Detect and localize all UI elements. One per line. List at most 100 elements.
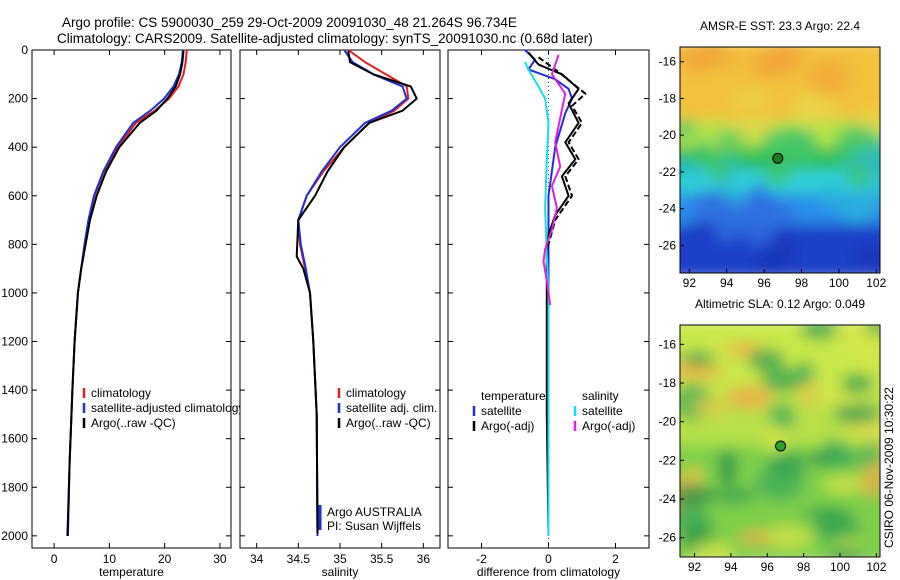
sla-ytick-label: -22: [659, 453, 677, 467]
salinity-axes-frame: [239, 49, 441, 549]
sla-texture-blob: [860, 465, 880, 497]
salinity-legend-label: satellite adj. clim.: [346, 401, 437, 415]
sst-xtick-label: 96: [757, 276, 771, 290]
sst-map-title: AMSR-E SST: 23.3 Argo: 22.4: [700, 19, 860, 33]
sst-texture-blob: [818, 182, 846, 207]
sst-texture-blob: [769, 47, 796, 70]
temperature-xtick-label: 0: [51, 552, 58, 566]
difference-xtick-label: -2: [476, 552, 487, 566]
sst-ytick-label: -26: [659, 238, 677, 252]
sst-texture-blob: [681, 55, 712, 70]
float-annotation: PI: Susan Wijffels: [327, 519, 421, 533]
sst-texture-blob: [835, 124, 879, 158]
sst-xtick-label: 92: [683, 276, 697, 290]
difference-series-4: [542, 54, 567, 306]
salinity-xtick-label: 36: [417, 552, 431, 566]
sla-texture-blob: [767, 451, 807, 477]
sla-ytick-label: -20: [659, 415, 677, 429]
sst-float-position-marker: [772, 152, 784, 164]
sla-texture-blob: [690, 540, 734, 557]
sla-texture-blob: [840, 373, 874, 395]
sla-texture-blob: [725, 384, 774, 410]
diff-legend-right-label: Argo(-adj): [582, 419, 635, 433]
sst-texture-blob: [715, 226, 737, 243]
sst-texture-blob: [806, 59, 851, 95]
temperature-legend-label: climatology: [91, 386, 151, 400]
difference-xlabel: difference from climatology: [477, 565, 620, 579]
depth-tick-label: 400: [8, 140, 28, 154]
sla-texture-blob: [680, 364, 724, 380]
sst-xtick-label: 102: [866, 276, 886, 290]
sla-texture-blob: [747, 348, 786, 372]
sla-texture-blob: [763, 424, 789, 455]
sla-ytick-label: -18: [659, 376, 677, 390]
diff-legend-right-label: salinity: [582, 389, 619, 403]
depth-tick-label: 800: [8, 237, 28, 251]
diff-legend-left-label: temperature: [481, 389, 546, 403]
depth-tick-label: 0: [21, 43, 28, 57]
depth-tick-label: 200: [8, 92, 28, 106]
temperature-legend-label: Argo(..raw -QC): [91, 416, 176, 430]
sst-texture-blob: [709, 147, 731, 185]
depth-tick-label: 1800: [1, 480, 28, 494]
temperature-series-2: [66, 50, 185, 536]
salinity-xtick-label: 35.5: [370, 552, 394, 566]
sst-ytick-label: -16: [659, 55, 677, 69]
sla-texture-blob: [855, 339, 877, 375]
sst-texture-blob: [725, 116, 776, 136]
sla-map-frame: [679, 324, 881, 558]
temperature-legend-label: satellite-adjusted climatology: [91, 401, 244, 415]
sst-texture-blob: [714, 130, 746, 146]
temperature-xtick-label: 20: [158, 552, 172, 566]
sla-field: [680, 325, 880, 557]
sla-texture-blob: [717, 448, 738, 487]
depth-tick-label: 1400: [1, 383, 28, 397]
depth-tick-label: 2000: [1, 529, 28, 543]
sst-map-panel: 92 94 96 98 100 102 -16 -18 -20 -22 -24 -26 AMSR-E S…: [659, 19, 887, 290]
sst-texture-blob: [701, 47, 725, 60]
figure-title-line1: Argo profile: CS 5900030_259 29-Oct-2009…: [62, 15, 517, 30]
sst-ytick-label: -20: [659, 128, 677, 142]
depth-tick-label: 1000: [1, 286, 28, 300]
depth-tick-label: 600: [8, 189, 28, 203]
sst-xtick-label: 98: [795, 276, 809, 290]
sst-texture-blob: [796, 89, 820, 126]
sla-float-position-marker: [775, 440, 787, 452]
sla-xtick-label: 102: [866, 560, 886, 574]
sst-texture-blob: [851, 241, 880, 272]
sla-texture-blob: [832, 403, 880, 425]
sla-texture-blob: [824, 446, 859, 469]
sst-texture-blob: [761, 127, 811, 158]
difference-series-2: [537, 56, 587, 245]
sla-texture-blob: [822, 475, 865, 494]
sla-ytick-label: -16: [659, 337, 677, 351]
salinity-series-2: [295, 50, 418, 534]
diff-legend-left-label: Argo(-adj): [481, 419, 534, 433]
sst-texture-blob: [691, 138, 712, 172]
diff-legend-left-label: satellite: [481, 404, 522, 418]
float-annotation: Argo AUSTRALIA: [327, 505, 422, 519]
sla-xtick-label: 94: [724, 560, 738, 574]
salinity-legend-label: climatology: [346, 386, 406, 400]
sla-ytick-label: -26: [659, 531, 677, 545]
depth-tick-label: 1600: [1, 432, 28, 446]
sst-texture-blob: [857, 186, 880, 205]
sla-texture-blob: [826, 546, 865, 557]
salinity-xtick-label: 35: [333, 552, 347, 566]
sla-xtick-label: 98: [797, 560, 811, 574]
temperature-xlabel: temperature: [99, 565, 164, 579]
sla-texture-blob: [860, 441, 880, 468]
sst-texture-blob: [764, 161, 792, 187]
sla-texture-blob: [690, 397, 729, 417]
difference-xtick-label: 2: [612, 552, 619, 566]
sst-texture-blob: [702, 200, 752, 229]
sla-texture-blob: [766, 525, 813, 549]
sla-texture-blob: [680, 484, 715, 508]
figure-title-line2: Climatology: CARS2009. Satellite-adjuste…: [57, 31, 593, 46]
temperature-xtick-label: 30: [213, 552, 227, 566]
sst-ytick-label: -22: [659, 165, 677, 179]
sst-texture-blob: [680, 120, 699, 137]
salinity-xtick-label: 34.5: [287, 552, 311, 566]
sla-xtick-label: 92: [688, 560, 702, 574]
sla-map-title: Altimetric SLA: 0.12 Argo: 0.049: [695, 297, 865, 311]
